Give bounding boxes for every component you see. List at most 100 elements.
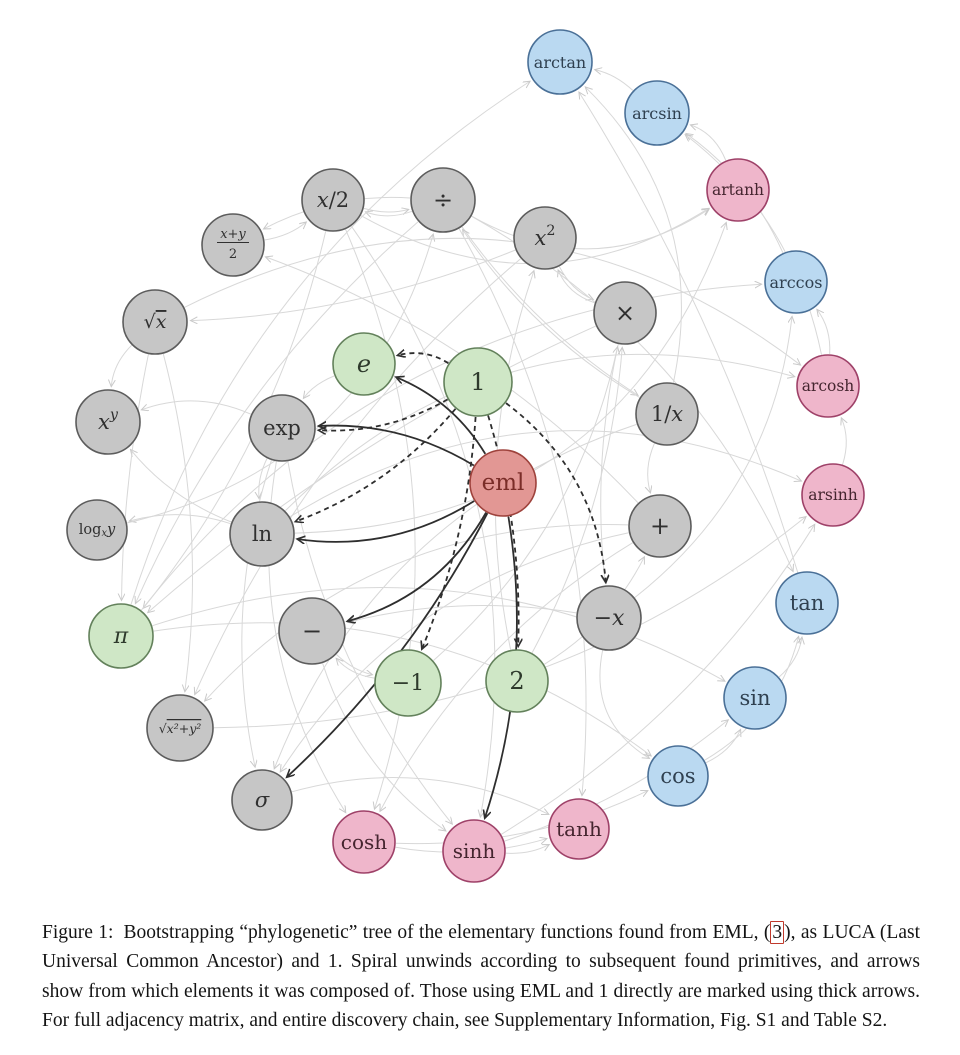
- node-e-label: e: [357, 350, 371, 378]
- edge-plus-hypot: [205, 524, 629, 701]
- edge-div-inv: [461, 226, 637, 395]
- node-artanh-circle: [706, 158, 770, 222]
- edge-inv-plus: [648, 443, 655, 492]
- edge-arsinh-arcosh: [842, 418, 847, 465]
- node-sinh: sinh: [442, 819, 506, 883]
- edge-div-xhalf: [366, 211, 413, 216]
- node-times: ×: [593, 281, 657, 345]
- edge-sqrt-pi: [122, 354, 149, 600]
- edge-cosh-cos: [395, 791, 647, 845]
- node-arctan-circle: [527, 29, 593, 95]
- svg-text:x+y: x+y: [220, 227, 246, 242]
- root-edges: [287, 353, 606, 818]
- edge-pi-arctan: [130, 82, 530, 605]
- node-neg1: −1: [374, 649, 442, 717]
- edge-avg-xhalf: [264, 222, 306, 241]
- node-logxy-label: logxy: [79, 522, 116, 539]
- node-ln-label: ln: [252, 522, 272, 546]
- node-ln-circle: [229, 501, 295, 567]
- node-two-label: 2: [509, 667, 524, 695]
- edge-div-artanh: [471, 209, 709, 250]
- node-artanh-label: artanh: [712, 181, 764, 199]
- edge-e-exp: [304, 375, 335, 398]
- node-exp-label: exp: [263, 416, 301, 440]
- edge-eml-e: [396, 377, 487, 455]
- node-negx-label: −x: [594, 606, 625, 631]
- function-tree-graph: eml 1 e exp ln − −1 2 −x +1/x × x2 ÷ x/2 x+y 2 √x xy logxy…: [66, 29, 865, 883]
- edge-sqrt-arcosh: [184, 237, 801, 364]
- node-arsinh: arsinh: [801, 463, 865, 527]
- node-arcsin-circle: [624, 80, 690, 146]
- node-eml: eml: [469, 449, 537, 517]
- edge-sinh-tanh: [505, 845, 549, 854]
- edge-sqrt-hypot: [162, 353, 193, 691]
- edge-cos-sin: [705, 730, 740, 764]
- edge-xsq-hypot: [195, 258, 521, 694]
- node-minus-circle: [278, 597, 346, 665]
- node-negx-circle: [576, 585, 642, 651]
- node-two-circle: [485, 649, 549, 713]
- node-exp: exp: [248, 394, 316, 462]
- node-tan-label: tan: [790, 591, 824, 615]
- node-arcosh: arcosh: [796, 354, 860, 418]
- node-times-label: ×: [615, 299, 635, 327]
- edge-eml-minus: [348, 512, 487, 622]
- edge-ln-artanh: [294, 223, 726, 534]
- edge-one-ln: [296, 408, 457, 522]
- node-arcosh-circle: [796, 354, 860, 418]
- edge-ln-pow: [131, 450, 232, 523]
- node-hypot: √x²+y²: [146, 694, 214, 762]
- node-cosh: cosh: [332, 810, 396, 874]
- node-pi-circle: [88, 603, 154, 669]
- edge-inv-div: [463, 230, 640, 398]
- node-arcosh-label: arcosh: [802, 377, 855, 395]
- edge-ln-arcosh: [285, 353, 794, 512]
- node-cos-label: cos: [660, 764, 695, 788]
- edge-two-times: [531, 348, 622, 654]
- node-cosh-label: cosh: [341, 830, 388, 854]
- caption-figure-label: Figure 1:: [42, 922, 114, 943]
- node-sin-label: sin: [739, 686, 770, 710]
- edge-ln-logxy: [130, 514, 231, 525]
- node-sqrt: √x: [122, 289, 188, 355]
- edge-xhalf-div: [363, 208, 408, 212]
- background-edges: [111, 70, 846, 854]
- node-pow: xy: [75, 389, 141, 455]
- node-avg-circle: [201, 213, 265, 277]
- node-artanh: artanh: [706, 158, 770, 222]
- edge-sinh-arsinh: [501, 525, 814, 835]
- edge-neg1-minus: [337, 659, 375, 679]
- node-two: 2: [485, 649, 549, 713]
- edge-one-two: [487, 415, 519, 647]
- node-cosh-circle: [332, 810, 396, 874]
- node-div-circle: [410, 167, 476, 233]
- node-tan-circle: [775, 571, 839, 635]
- caption-text-2: ), as LUCA (Last Universal Common Ancest…: [42, 922, 920, 1031]
- edge-sin-tan: [778, 638, 802, 678]
- edge-div-tanh: [458, 228, 587, 795]
- edge-eml-exp: [319, 426, 475, 467]
- edge-inv-arctan: [586, 87, 682, 383]
- edge-negx-cos: [599, 650, 649, 758]
- node-sinh-label: sinh: [453, 839, 496, 863]
- node-div-label: ÷: [433, 186, 453, 214]
- edge-minus-sinh: [322, 663, 446, 830]
- node-sigma: σ: [231, 769, 293, 831]
- edge-neg1-times: [433, 347, 618, 661]
- citation-link[interactable]: 3: [770, 921, 785, 944]
- node-sinh-circle: [442, 819, 506, 883]
- node-exp-circle: [248, 394, 316, 462]
- node-arcsin-label: arcsin: [632, 104, 682, 123]
- node-tan: tan: [775, 571, 839, 635]
- node-sin: sin: [723, 666, 787, 730]
- edge-xsq-times: [558, 266, 592, 300]
- node-sqrt-circle: [122, 289, 188, 355]
- node-one-circle: [443, 347, 513, 417]
- edge-xhalf-sinh: [350, 225, 496, 816]
- edge-pi-arccos: [141, 284, 761, 611]
- node-eml-label: eml: [482, 470, 525, 496]
- function-nodes: eml 1 e exp ln − −1 2 −x +1/x × x2 ÷ x/2 x+y 2 √x xy logxy…: [66, 29, 865, 883]
- node-sqrt-label: √x: [144, 311, 167, 333]
- edge-exp-ln: [259, 458, 268, 499]
